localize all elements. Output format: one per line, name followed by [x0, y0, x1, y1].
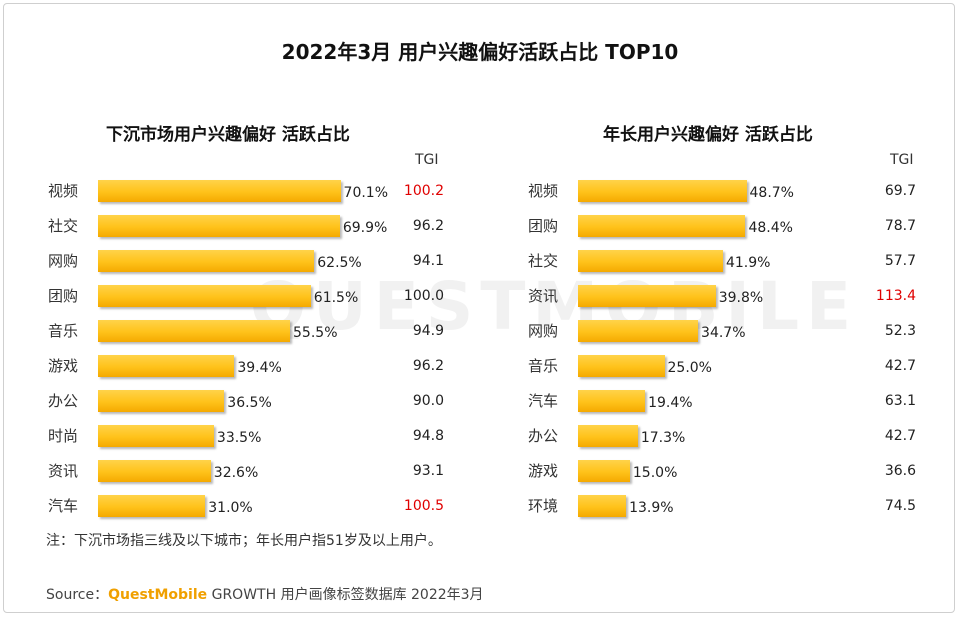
left-category-label: 游戏: [48, 357, 79, 375]
right-bar: [578, 320, 699, 342]
left-bar: [98, 390, 225, 412]
right-bar: [578, 495, 627, 517]
right-bar: [578, 355, 665, 377]
left-bar: [98, 180, 341, 202]
right-bar: [578, 425, 638, 447]
left-bar-value-label: 70.1%: [343, 185, 389, 201]
source-brand: QuestMobile: [108, 587, 208, 603]
left-category-label: 社交: [48, 217, 79, 235]
right-category-label: 游戏: [528, 462, 559, 480]
right-tgi-value: 78.7: [884, 218, 916, 234]
right-tgi-value: 69.7: [884, 183, 916, 199]
left-tgi-value: 96.2: [412, 218, 444, 234]
left-category-label: 视频: [48, 182, 79, 200]
right-category-label: 团购: [528, 217, 559, 235]
source-suffix: GROWTH 用户画像标签数据库 2022年3月: [207, 587, 484, 603]
right-tgi-value: 42.7: [884, 428, 916, 444]
left-tgi-value: 94.8: [412, 428, 444, 444]
left-tgi-value: 94.9: [412, 323, 444, 339]
left-tgi-value: 100.5: [403, 498, 444, 514]
watermark: QUESTMOBILE: [250, 268, 859, 345]
left-bar-value-label: 36.5%: [227, 395, 272, 411]
right-category-label: 音乐: [528, 357, 559, 375]
left-bar: [98, 355, 235, 377]
right-tgi-value: 63.1: [884, 393, 916, 409]
left-bar: [98, 250, 315, 272]
right-bar-value-label: 19.4%: [648, 395, 693, 411]
right-category-label: 社交: [528, 252, 559, 270]
page-title: 2022年3月 用户兴趣偏好活跃占比 TOP10: [281, 40, 679, 64]
right-tgi-value: 42.7: [884, 358, 916, 374]
chart-frame: [3, 3, 955, 613]
left-category-label: 音乐: [48, 322, 79, 340]
right-bar-value-label: 39.8%: [718, 290, 764, 306]
right-bar: [578, 390, 646, 412]
right-bar-value-label: 25.0%: [667, 360, 712, 376]
right-category-label: 视频: [528, 182, 559, 200]
left-category-label: 时尚: [48, 427, 79, 445]
left-bar-value-label: 39.4%: [237, 360, 282, 376]
right-bar: [578, 180, 747, 202]
left-bar: [98, 495, 206, 517]
right-category-label: 环境: [528, 497, 559, 515]
right-bar-value-label: 48.7%: [749, 185, 794, 201]
source-line: Source：QuestMobile GROWTH 用户画像标签数据库 2022…: [46, 584, 484, 604]
left-bar: [98, 215, 340, 237]
left-bar: [98, 425, 214, 447]
left-tgi-value: 100.2: [403, 183, 444, 199]
left-tgi-value: 96.2: [412, 358, 444, 374]
right-bar-value-label: 41.9%: [725, 255, 771, 271]
left-category-label: 汽车: [48, 497, 79, 515]
left-tgi-value: 94.1: [412, 253, 444, 269]
right-category-label: 网购: [528, 322, 559, 340]
right-tgi-value: 36.6: [884, 463, 916, 479]
left-bar-value-label: 61.5%: [313, 290, 359, 306]
left-category-label: 团购: [48, 287, 79, 305]
left-bar: [98, 285, 311, 307]
left-bar-value-label: 55.5%: [293, 325, 338, 341]
left-tgi-value: 93.1: [412, 463, 444, 479]
right-bar: [578, 215, 746, 237]
left-bar-value-label: 62.5%: [317, 255, 362, 271]
left-tgi-header: TGI: [415, 152, 439, 168]
right-tgi-value: 113.4: [875, 288, 916, 304]
right-category-label: 汽车: [528, 392, 559, 410]
left-bar: [98, 460, 211, 482]
right-bar-value-label: 17.3%: [640, 430, 686, 446]
right-tgi-header: TGI: [890, 152, 914, 168]
right-bar: [578, 285, 716, 307]
right-panel: 年长用户兴趣偏好 活跃占比 TGI 视频 48.7% 69.7 团购 48.4% 78.7…: [480, 0, 960, 540]
right-category-label: 办公: [528, 427, 559, 445]
left-bar-value-label: 31.0%: [208, 500, 253, 516]
left-category-label: 办公: [48, 392, 79, 410]
right-bar: [578, 460, 630, 482]
right-tgi-value: 57.7: [884, 253, 916, 269]
footnote: 注：下沉市场指三线及以下城市；年长用户指51岁及以上用户。: [46, 533, 442, 549]
right-bar-value-label: 13.9%: [629, 500, 674, 516]
left-panel: 下沉市场用户兴趣偏好 活跃占比 TGI 视频 70.1% 100.2 社交 69.9% 9…: [0, 0, 480, 540]
left-category-label: 资讯: [48, 462, 79, 480]
left-bar-value-label: 69.9%: [342, 220, 388, 236]
left-bar-value-label: 33.5%: [216, 430, 262, 446]
left-tgi-value: 90.0: [412, 393, 444, 409]
left-category-label: 网购: [48, 252, 79, 270]
right-bar-value-label: 48.4%: [748, 220, 793, 236]
left-bar: [98, 320, 291, 342]
left-tgi-value: 100.0: [403, 288, 444, 304]
right-bar-value-label: 34.7%: [701, 325, 746, 341]
right-tgi-value: 52.3: [884, 323, 916, 339]
right-bar-value-label: 15.0%: [632, 465, 678, 481]
right-panel-title: 年长用户兴趣偏好 活跃占比: [603, 125, 813, 145]
source-prefix: Source：: [46, 587, 109, 603]
right-category-label: 资讯: [528, 287, 559, 305]
right-tgi-value: 74.5: [884, 498, 916, 514]
right-bar: [578, 250, 723, 272]
left-panel-title: 下沉市场用户兴趣偏好 活跃占比: [106, 125, 350, 145]
left-bar-value-label: 32.6%: [213, 465, 259, 481]
